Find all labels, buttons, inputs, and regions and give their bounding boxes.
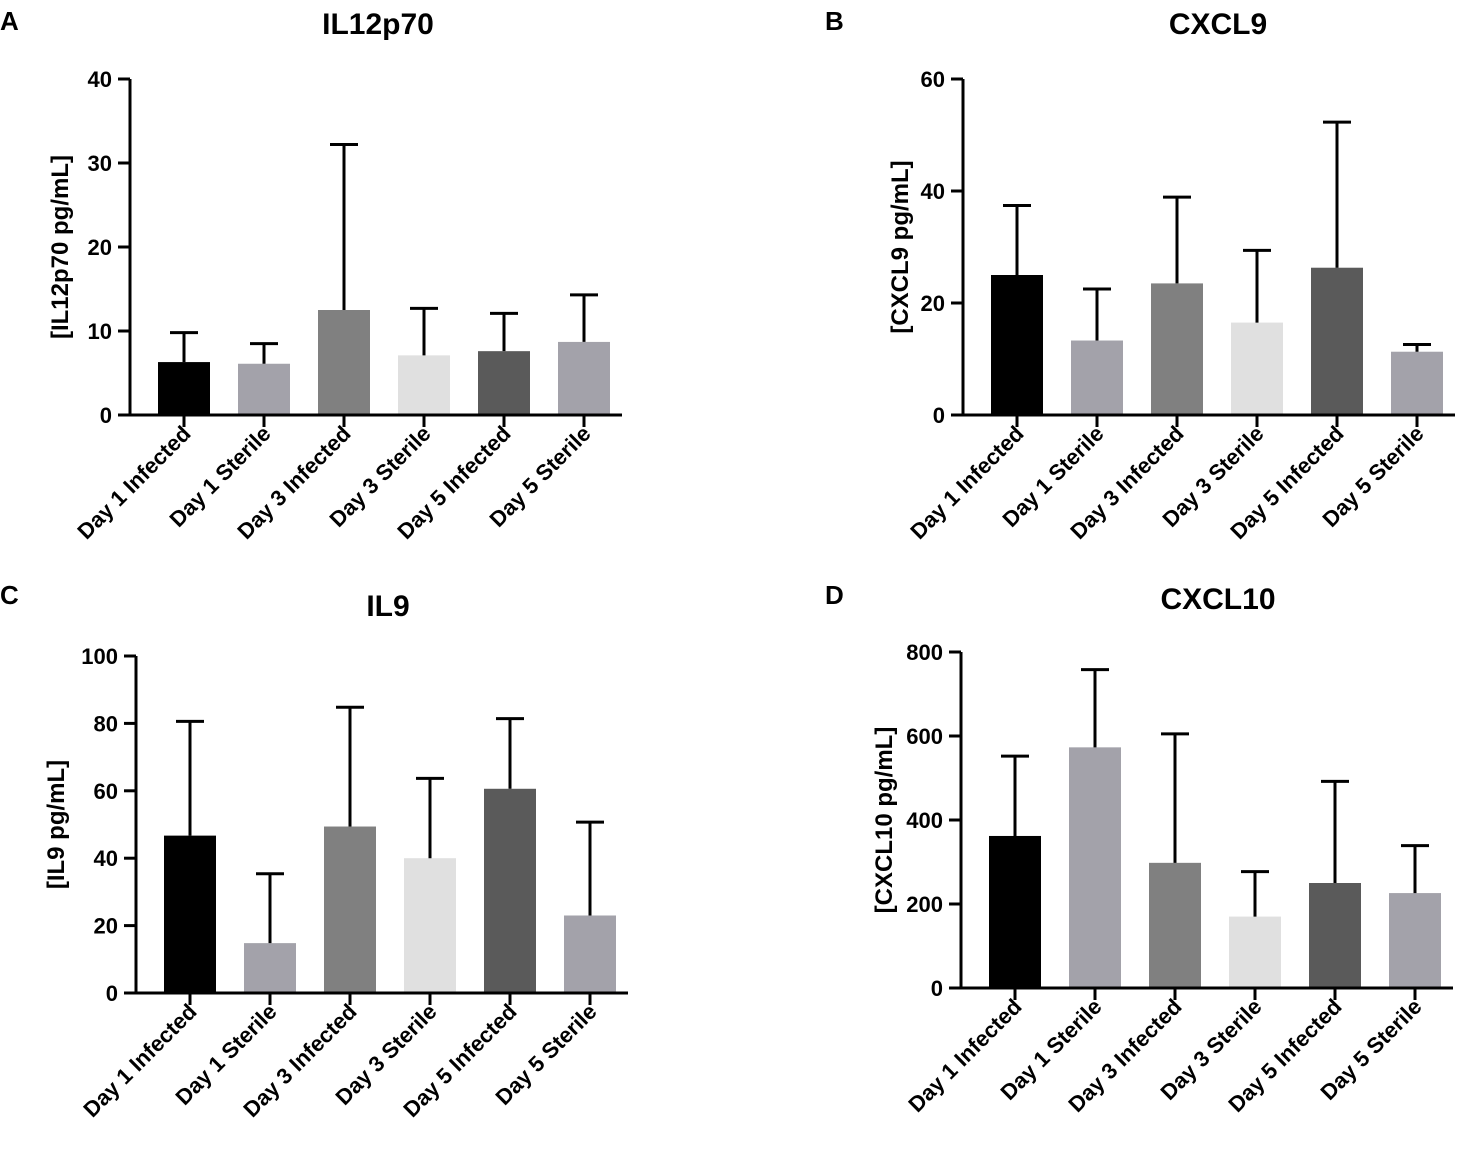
chart-d-y-tick-label-1: 200	[906, 892, 943, 917]
chart-c-bar-2	[244, 943, 296, 993]
chart-c-error-bar-2	[256, 872, 284, 944]
chart-d-y-tick-label-4: 800	[906, 640, 943, 665]
chart-d-y-tick-label-3: 600	[906, 724, 943, 749]
chart-d-error-bar-1	[1001, 754, 1029, 836]
chart-d-error-bar-5	[1321, 779, 1349, 883]
chart-a-bar-3	[318, 310, 370, 415]
chart-a-bar-4	[398, 355, 450, 415]
chart-c-bar-5	[484, 788, 536, 993]
chart-a-bar-5	[478, 351, 530, 415]
chart-d-error-bar-3	[1161, 732, 1189, 863]
chart-a-y-tick-label-4: 40	[88, 67, 112, 92]
chart-d-title: CXCL10	[1160, 583, 1275, 616]
chart-c-y-tick-label-5: 100	[81, 644, 118, 669]
chart-b-error-bar-2	[1083, 287, 1111, 341]
chart-a-y-axis-label: [IL12p70 pg/mL]	[47, 155, 74, 339]
chart-a-bar-2	[238, 363, 290, 415]
chart-d-error-bar-4	[1241, 870, 1269, 917]
chart-b-error-bar-4	[1243, 248, 1271, 323]
chart-c-panel-label: C	[0, 580, 19, 610]
chart-b-y-tick-label-3: 60	[921, 67, 945, 92]
chart-d-bar-3	[1149, 862, 1201, 988]
chart-b-bar-6	[1391, 351, 1443, 415]
chart-c-bar-4	[404, 858, 456, 993]
chart-b-y-axis-label: [CXCL9 pg/mL]	[887, 160, 914, 333]
chart-a-y-tick-label-0: 0	[100, 403, 112, 428]
chart-d-y-axis-label: [CXCL10 pg/mL]	[871, 727, 898, 914]
chart-a-error-bar-5	[490, 311, 518, 352]
chart-c-title: IL9	[366, 590, 409, 623]
chart-c-y-tick-label-3: 60	[94, 779, 118, 804]
chart-c-y-axis-label: [IL9 pg/mL]	[43, 760, 70, 889]
chart-b-error-bar-1	[1003, 204, 1031, 275]
chart-c-bar-1	[164, 835, 216, 993]
chart-a-y-tick-label-1: 10	[88, 319, 112, 344]
chart-c-y-tick-label-0: 0	[106, 981, 118, 1006]
chart-d-y-tick-label-2: 400	[906, 808, 943, 833]
chart-d-bar-4	[1229, 916, 1281, 988]
chart-d-error-bar-2	[1081, 668, 1109, 748]
chart-c-bar-6	[564, 915, 616, 993]
chart-a-bar-1	[158, 362, 210, 415]
chart-d-panel-label: D	[825, 580, 844, 610]
chart-d-bar-1	[989, 835, 1041, 988]
chart-a-y-tick-label-2: 20	[88, 235, 112, 260]
chart-a-error-bar-4	[410, 306, 438, 356]
chart-a-error-bar-3	[330, 143, 358, 310]
chart-d-error-bar-6	[1401, 844, 1429, 894]
chart-b-title: CXCL9	[1169, 8, 1267, 41]
chart-b-bar-1	[991, 275, 1043, 415]
chart-c-error-bar-1	[176, 719, 204, 836]
chart-c-y-tick-label-1: 20	[94, 914, 118, 939]
chart-b-error-bar-5	[1323, 120, 1351, 268]
chart-b-y-tick-label-1: 20	[921, 291, 945, 316]
chart-c-y-tick-label-2: 40	[94, 846, 118, 871]
chart-c-error-bar-4	[416, 776, 444, 859]
chart-d-bar-6	[1389, 893, 1441, 988]
chart-d-bar-5	[1309, 883, 1361, 988]
chart-b-bar-5	[1311, 267, 1363, 415]
chart-b-panel-label: B	[825, 6, 844, 36]
chart-b-bar-2	[1071, 340, 1123, 415]
chart-b-bar-4	[1231, 322, 1283, 415]
chart-c-error-bar-3	[336, 705, 364, 827]
chart-c-error-bar-5	[496, 717, 524, 789]
chart-a-title: IL12p70	[322, 8, 434, 41]
chart-a-error-bar-6	[570, 293, 598, 342]
chart-b-error-bar-3	[1163, 195, 1191, 284]
chart-b-error-bar-6	[1403, 342, 1431, 352]
chart-d-bar-2	[1069, 747, 1121, 988]
chart-a-error-bar-2	[250, 342, 278, 364]
chart-a-y-tick-label-3: 30	[88, 151, 112, 176]
chart-b-y-tick-label-0: 0	[933, 403, 945, 428]
chart-d-y-tick-label-0: 0	[931, 976, 943, 1001]
chart-a-bar-6	[558, 341, 610, 415]
chart-c-y-tick-label-4: 80	[94, 711, 118, 736]
chart-a-panel-label: A	[0, 6, 19, 36]
chart-b-y-tick-label-2: 40	[921, 179, 945, 204]
chart-a-error-bar-1	[170, 331, 198, 363]
chart-c-bar-3	[324, 826, 376, 993]
chart-c-error-bar-6	[576, 820, 604, 916]
chart-b-bar-3	[1151, 283, 1203, 415]
